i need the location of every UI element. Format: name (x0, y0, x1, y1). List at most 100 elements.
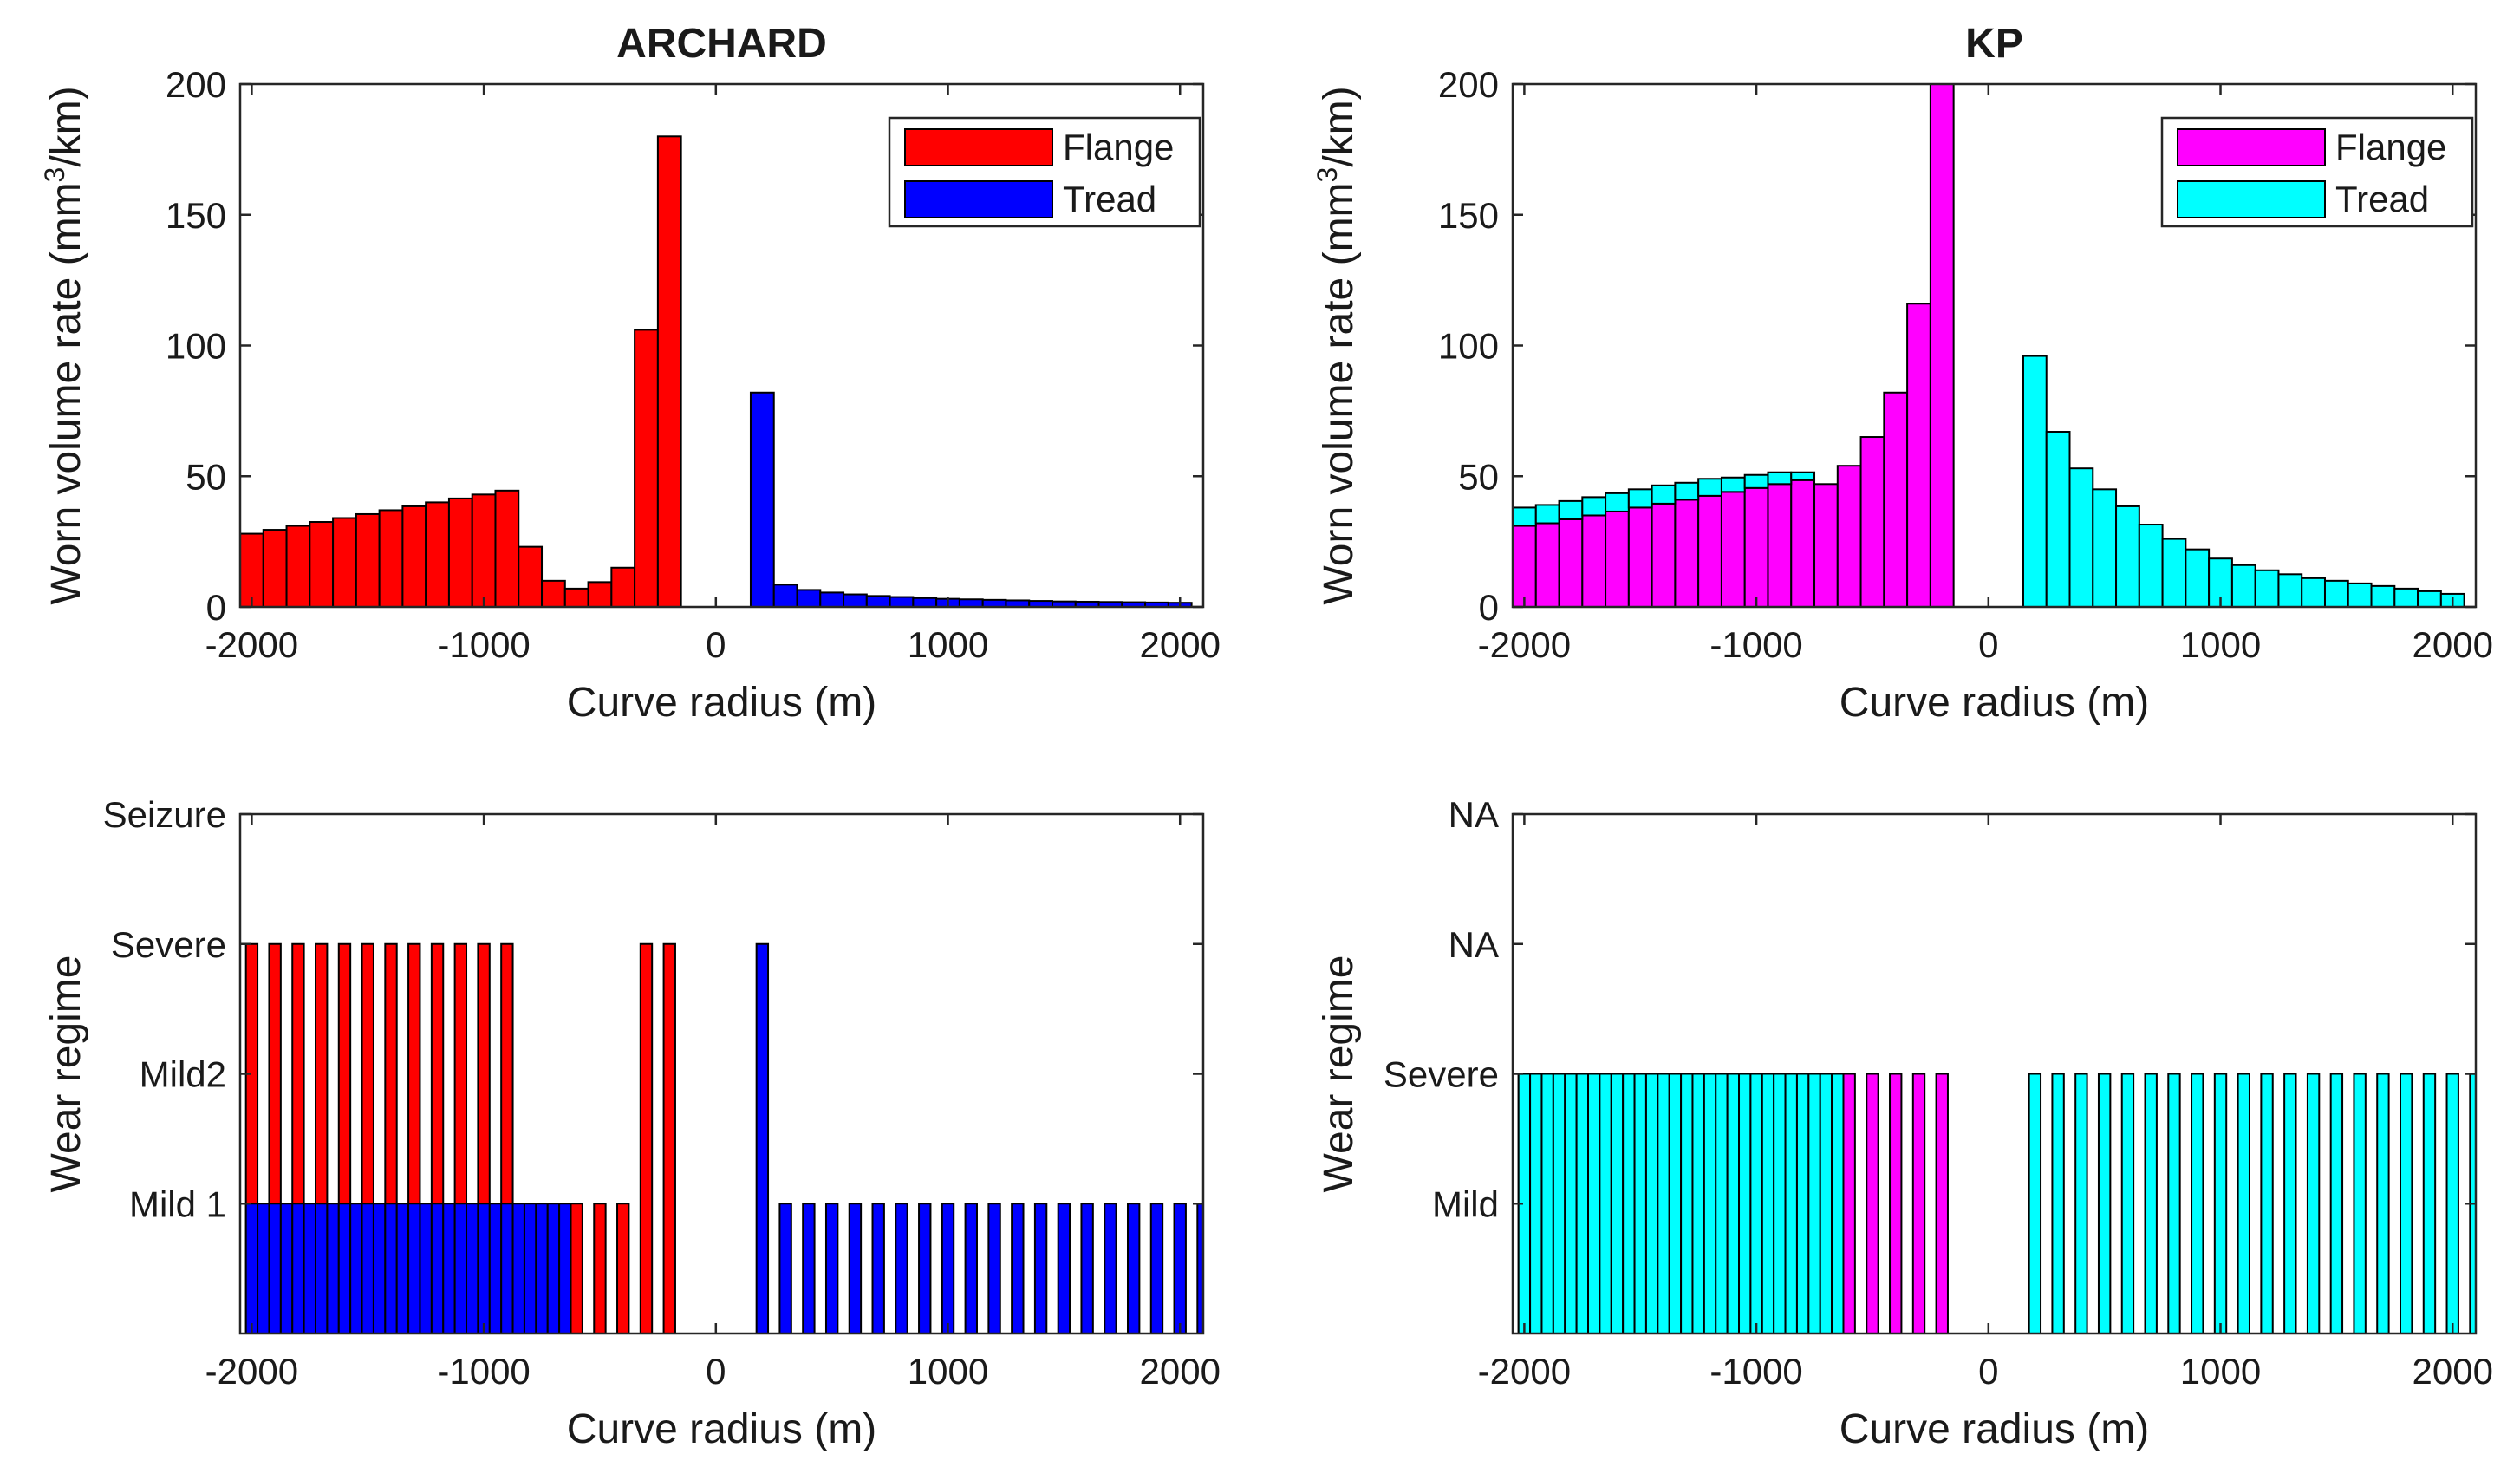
bar-tread-1500 (2329, 1073, 2344, 1333)
chart-kp-wear-regime: -2000 -1000 0 1000 2000 Mild Severe NA NA Curve r… (1316, 794, 2493, 1452)
bar-tread-400 (2074, 1073, 2088, 1333)
bar-tread--1250 (1691, 1073, 1705, 1333)
y-axis-label-main: Worn volume rate (mm (1316, 182, 1362, 604)
bar-tread-500 (819, 591, 845, 607)
bar-tread--700 (546, 1203, 561, 1333)
bar-tread--1400 (1651, 484, 1677, 505)
bar-tread--1800 (291, 1203, 305, 1333)
bar-tread-300 (2045, 430, 2071, 607)
x-tick-label: 0 (1978, 1351, 1998, 1392)
y-axis-label-unit: /km) (43, 86, 89, 166)
bar-flange--1100 (1720, 491, 1746, 607)
x-tick-label: -1000 (437, 624, 530, 665)
bar-flange--200 (1935, 1073, 1949, 1333)
bar-tread-1700 (1104, 1203, 1117, 1333)
bar-tread--1850 (279, 1203, 294, 1333)
x-tick-label: -1000 (1709, 1351, 1802, 1392)
bar-tread-700 (2138, 524, 2164, 607)
bar-tread--700 (1819, 1073, 1833, 1333)
bar-tread--1400 (384, 1203, 398, 1333)
bar-tread-1800 (2399, 1073, 2413, 1333)
legend-swatch-flange (2177, 128, 2326, 166)
bar-tread--1700 (1587, 1073, 1601, 1333)
x-tick-label: -2000 (205, 1351, 298, 1392)
bar-tread-1900 (1149, 1203, 1164, 1333)
y-tick-label: 0 (1479, 587, 1499, 628)
bar-tread-1000 (2213, 1073, 2228, 1333)
bar-tread-300 (2051, 1073, 2065, 1333)
y-tick-label: 50 (186, 456, 226, 497)
y-tick-label: Severe (111, 924, 226, 965)
bar-tread-700 (865, 595, 891, 607)
bar-flange--1800 (285, 525, 311, 607)
bar-tread-1200 (987, 1203, 1001, 1333)
bar-flange--200 (656, 135, 682, 607)
bar-tread-1700 (2376, 1073, 2390, 1333)
bar-tread-400 (796, 589, 822, 607)
bars (1513, 84, 2465, 607)
y-tick-label: 100 (166, 326, 226, 367)
bar-tread--800 (1795, 1073, 1810, 1333)
bar-flange--300 (1906, 303, 1931, 607)
bar-flange--1100 (447, 497, 473, 607)
bar-tread-200 (2028, 1073, 2042, 1333)
bar-flange--400 (1883, 391, 1909, 607)
bar-tread-1100 (2237, 1073, 2250, 1333)
bar-tread-800 (895, 1203, 908, 1333)
y-axis-label-unit: /km) (1316, 86, 1362, 166)
x-tick-label: 2000 (1140, 624, 1221, 665)
bar-flange--600 (1842, 1073, 1856, 1333)
bar-tread-1600 (2353, 1073, 2367, 1333)
bar-tread--1300 (1680, 1073, 1694, 1333)
x-axis-label: Curve radius (m) (1840, 1406, 2149, 1452)
bar-tread-400 (2068, 467, 2094, 607)
y-tick-label: 100 (1438, 326, 1499, 367)
bar-tread--2000 (1513, 506, 1537, 527)
bar-tread-600 (843, 593, 868, 607)
bar-tread--1450 (1644, 1073, 1659, 1333)
bar-tread-1100 (958, 598, 984, 607)
x-tick-label: -2000 (1478, 624, 1571, 665)
bar-tread--1000 (1749, 1073, 1763, 1333)
bar-tread--1300 (1674, 481, 1700, 501)
y-tick-label: 0 (206, 587, 226, 628)
x-tick-label: 1000 (2180, 624, 2261, 665)
x-axis-label: Curve radius (m) (567, 680, 876, 726)
bar-flange--1900 (1534, 522, 1560, 607)
bar-tread-1600 (1080, 1203, 1094, 1333)
bar-tread--1650 (326, 1203, 340, 1333)
bar-tread--1850 (1552, 1073, 1566, 1333)
bar-flange--500 (593, 1203, 607, 1333)
bar-tread-500 (824, 1203, 839, 1333)
bar-tread--1000 (477, 1203, 491, 1333)
y-axis-label-main: Wear regime (1316, 955, 1362, 1193)
bar-tread-700 (871, 1203, 885, 1333)
bar-tread-1200 (2254, 569, 2280, 607)
bar-tread-1900 (2422, 1073, 2437, 1333)
bar-flange--1600 (1605, 510, 1630, 607)
bar-flange--2000 (240, 532, 264, 607)
bar-tread--800 (1790, 471, 1816, 481)
bar-flange--1700 (1581, 514, 1607, 607)
bar-flange--300 (634, 329, 659, 607)
bar-tread--650 (1831, 1073, 1845, 1333)
x-tick-label: 1000 (2180, 1351, 2261, 1392)
x-tick-label: -1000 (1709, 624, 1802, 665)
bar-tread-600 (2115, 505, 2140, 607)
bar-flange--1400 (378, 509, 404, 607)
bar-tread--1500 (1627, 488, 1653, 509)
bar-tread-1000 (941, 1203, 955, 1333)
bar-tread-1100 (2230, 564, 2256, 607)
bar-tread--1950 (257, 1203, 270, 1333)
bar-tread-1500 (1057, 1203, 1071, 1333)
chart-title: KP (1965, 21, 2023, 67)
bar-tread--1000 (1743, 473, 1769, 489)
y-tick-label: 200 (1438, 64, 1499, 105)
bar-tread--1150 (1715, 1073, 1729, 1333)
x-tick-label: 2000 (2413, 1351, 2493, 1392)
bar-tread--1150 (442, 1203, 456, 1333)
y-axis-label: Wear regime (1316, 955, 1362, 1193)
bar-tread--800 (523, 1203, 537, 1333)
y-axis-label: Worn volume rate (mm3/km) (39, 86, 89, 604)
